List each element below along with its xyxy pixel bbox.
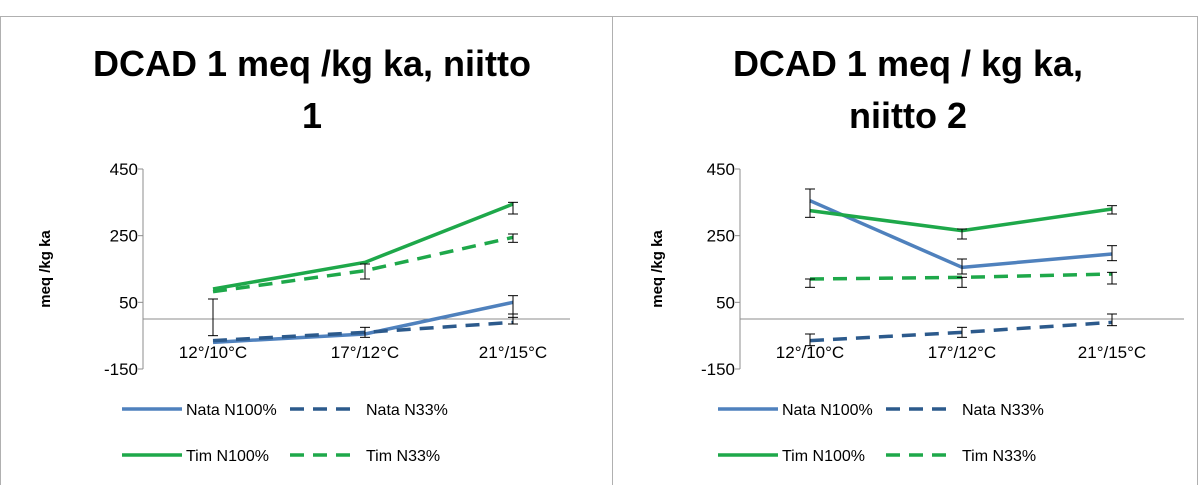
legend-label: Tim N100% xyxy=(782,448,865,465)
chart-title-line: DCAD 1 meq /kg ka, niitto xyxy=(93,43,531,84)
x-tick-label: 17°/12°C xyxy=(331,343,399,362)
y-tick-label: 450 xyxy=(707,160,735,179)
legend-label: Nata N100% xyxy=(782,402,873,419)
chart-border-left xyxy=(0,16,613,485)
series-line-tim-n33- xyxy=(809,272,1113,281)
y-tick-label: 450 xyxy=(110,160,138,179)
x-tick-label: 12°/10°C xyxy=(179,343,247,362)
legend-label: Nata N100% xyxy=(186,402,277,419)
series-line-nata-n33- xyxy=(809,320,1113,343)
series-line-tim-n33- xyxy=(212,235,514,294)
chart-title-line: niitto 2 xyxy=(849,95,967,136)
legend-label: Tim N100% xyxy=(186,448,269,465)
x-tick-label: 21°/15°C xyxy=(1078,343,1146,362)
series-line-nata-n100- xyxy=(212,300,514,345)
legend-label: Tim N33% xyxy=(366,448,440,465)
series-line-nata-n33- xyxy=(212,320,514,343)
y-tick-label: 50 xyxy=(119,293,138,312)
series-line-nata-n100- xyxy=(809,199,1113,270)
legend-label: Nata N33% xyxy=(962,402,1044,419)
y-axis-label: meq /kg ka xyxy=(37,230,54,308)
y-tick-label: 250 xyxy=(110,227,138,246)
chart-title-line: DCAD 1 meq / kg ka, xyxy=(733,43,1083,84)
y-axis-label: meq /kg ka xyxy=(649,230,666,308)
series-line-tim-n100- xyxy=(212,202,514,291)
chart-title-line: 1 xyxy=(302,95,322,136)
x-tick-label: 12°/10°C xyxy=(776,343,844,362)
y-tick-label: -150 xyxy=(104,360,138,379)
y-tick-label: -150 xyxy=(701,360,735,379)
y-tick-label: 50 xyxy=(716,293,735,312)
chart-panel-1: DCAD 1 meq /kg ka, niitto 1 meq /kg ka 450 2… xyxy=(37,43,570,465)
legend-label: Nata N33% xyxy=(366,402,448,419)
x-tick-label: 21°/15°C xyxy=(479,343,547,362)
x-tick-label: 17°/12°C xyxy=(928,343,996,362)
chart-panel-2: DCAD 1 meq / kg ka, niitto 2 meq /kg ka 450… xyxy=(649,43,1184,465)
legend-label: Tim N33% xyxy=(962,448,1036,465)
y-tick-label: 250 xyxy=(707,227,735,246)
